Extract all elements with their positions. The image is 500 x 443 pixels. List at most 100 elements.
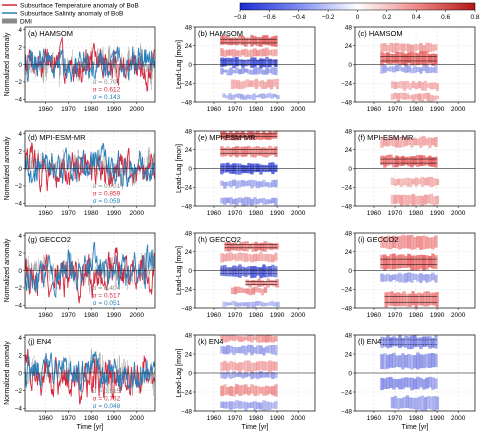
heatmap-cell	[241, 384, 245, 396]
y-tick-label: 24	[345, 43, 353, 50]
heatmap-cell	[268, 335, 272, 342]
x-axis-label: Time [yr]	[242, 424, 269, 431]
heatmap-cell	[398, 272, 402, 283]
heatmap-cell	[264, 302, 268, 307]
heatmap-cell	[271, 361, 275, 371]
heatmap-cell	[413, 52, 417, 65]
x-tick-label: 1970	[228, 106, 243, 113]
heatmap-cell	[398, 236, 402, 250]
heatmap-cell	[254, 241, 258, 252]
heatmap-cell	[226, 267, 230, 277]
heatmap-cell	[241, 362, 245, 371]
colorbar-tick-label: 0.4	[412, 14, 421, 21]
heatmap-cell	[234, 301, 238, 307]
heatmap-cell	[393, 194, 398, 204]
heatmap-cell	[434, 255, 438, 270]
heatmap-cell	[241, 198, 245, 206]
heatmap-cell	[256, 254, 260, 262]
heatmap-cell	[422, 254, 426, 271]
heatmap-cell	[250, 163, 254, 175]
heatmap-cell	[429, 292, 433, 306]
heatmap-cell	[248, 80, 253, 87]
heatmap-cell	[259, 181, 263, 188]
heatmap-cell	[223, 50, 227, 58]
heatmap-cell	[411, 193, 416, 206]
heatmap-cell	[271, 402, 275, 409]
heatmap-cell	[229, 360, 233, 370]
heatmap-cell	[229, 252, 233, 262]
plot-area	[25, 335, 155, 411]
heatmap-cell	[253, 336, 257, 341]
heatmap-cell	[223, 401, 227, 409]
heatmap-cell	[232, 49, 236, 57]
heatmap-cell	[229, 147, 233, 157]
panel-title: (c) HAMSOM	[358, 29, 403, 38]
contour-line	[220, 268, 278, 274]
heatmap-cell	[384, 292, 388, 308]
heatmap-cell	[233, 286, 238, 295]
heatmap-cell	[244, 401, 248, 411]
x-tick-label: 1990	[430, 210, 445, 217]
heatmap-cell	[253, 132, 257, 140]
heatmap-cell	[262, 386, 266, 396]
y-tick-label: −24	[181, 81, 192, 88]
heatmap-cell	[250, 69, 254, 75]
heatmap-cell	[226, 197, 230, 204]
heatmap-cell	[404, 235, 408, 249]
heatmap-cell	[248, 280, 252, 288]
heatmap-cell	[256, 49, 260, 57]
heatmap-cell	[226, 49, 230, 56]
heatmap-cell	[232, 57, 236, 69]
heatmap-cell	[230, 287, 235, 295]
heatmap-cell	[220, 401, 224, 408]
heatmap-cell	[235, 347, 239, 354]
heatmap-cell	[271, 147, 275, 155]
heatmap-cell	[413, 335, 417, 348]
heatmap-cell	[435, 396, 440, 410]
x-tick-label: 1990	[430, 415, 445, 422]
y-tick-label: 48	[345, 230, 353, 237]
heatmap-cell	[386, 235, 390, 249]
heatmap-cell	[269, 79, 274, 90]
heatmap-cell	[390, 194, 395, 205]
heatmap-cell	[245, 79, 250, 88]
x-tick-label: 1980	[249, 312, 264, 319]
heatmap-cell	[422, 379, 426, 390]
y-tick-label: 24	[185, 147, 193, 154]
heatmap-cell	[253, 146, 257, 158]
heatmap-cell	[241, 146, 245, 157]
y-tick-label: 2	[18, 250, 22, 257]
heatmap-cell	[256, 361, 260, 371]
heatmap-cell	[250, 179, 254, 189]
heatmap-cell	[420, 82, 425, 91]
heatmap-cell	[419, 67, 423, 74]
heatmap-cell	[389, 376, 393, 388]
heatmap-cell	[428, 42, 432, 53]
heatmap-cell	[244, 196, 248, 206]
heatmap-cell	[389, 66, 393, 72]
heatmap-cell	[389, 353, 393, 368]
heatmap-cell	[268, 266, 272, 277]
heatmap-cell	[402, 396, 407, 409]
heatmap-cell	[274, 336, 278, 342]
heatmap-cell	[432, 178, 437, 187]
heatmap-cell	[259, 335, 263, 343]
heatmap-cell	[241, 59, 245, 68]
heatmap-cell	[265, 35, 269, 46]
x-tick-label: 2000	[451, 415, 466, 422]
x-tick-label: 1970	[388, 106, 403, 113]
heatmap-cell	[225, 302, 229, 306]
heatmap-cell	[407, 43, 411, 53]
heatmap-cell	[416, 235, 420, 248]
y-tick-label: 0	[188, 166, 192, 173]
heatmap-cell	[268, 162, 272, 172]
heatmap-cell	[220, 163, 224, 175]
heatmap-cell	[259, 164, 263, 175]
heatmap-cell	[422, 65, 426, 72]
plot-area	[355, 27, 475, 102]
heatmap-cell	[419, 155, 423, 167]
x-tick-label: 1970	[61, 106, 76, 113]
